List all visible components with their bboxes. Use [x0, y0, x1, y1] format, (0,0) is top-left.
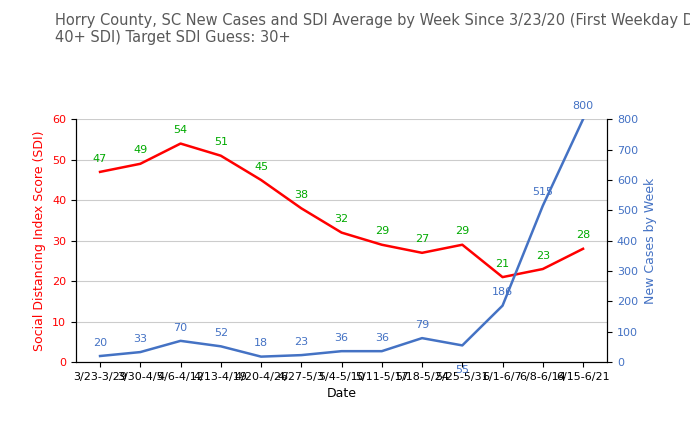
Text: 29: 29 — [375, 226, 389, 236]
Text: 45: 45 — [254, 161, 268, 172]
Text: 28: 28 — [576, 230, 590, 240]
Text: 23: 23 — [535, 250, 550, 261]
Text: 27: 27 — [415, 234, 429, 245]
Y-axis label: New Cases by Week: New Cases by Week — [644, 178, 657, 304]
Text: 515: 515 — [532, 187, 553, 198]
Text: 36: 36 — [335, 333, 348, 343]
Y-axis label: Social Distancing Index Score (SDI): Social Distancing Index Score (SDI) — [34, 130, 46, 351]
Text: 33: 33 — [133, 334, 147, 344]
Text: Horry County, SC New Cases and SDI Average by Week Since 3/23/20 (First Weekday : Horry County, SC New Cases and SDI Avera… — [55, 13, 690, 45]
Text: 20: 20 — [93, 338, 107, 348]
Text: 70: 70 — [173, 322, 188, 333]
Text: 186: 186 — [492, 287, 513, 297]
Text: 38: 38 — [294, 190, 308, 200]
Text: 800: 800 — [573, 101, 593, 111]
Text: 29: 29 — [455, 226, 469, 236]
Text: 52: 52 — [214, 328, 228, 338]
Text: 32: 32 — [335, 214, 348, 224]
Text: 54: 54 — [173, 125, 188, 135]
X-axis label: Date: Date — [326, 387, 357, 400]
Text: 55: 55 — [455, 365, 469, 375]
Text: 47: 47 — [93, 153, 107, 164]
Text: 23: 23 — [294, 337, 308, 347]
Text: 18: 18 — [254, 338, 268, 348]
Text: 51: 51 — [214, 137, 228, 147]
Text: 79: 79 — [415, 320, 429, 330]
Text: 21: 21 — [495, 259, 510, 269]
Text: 49: 49 — [133, 145, 148, 155]
Text: 36: 36 — [375, 333, 388, 343]
